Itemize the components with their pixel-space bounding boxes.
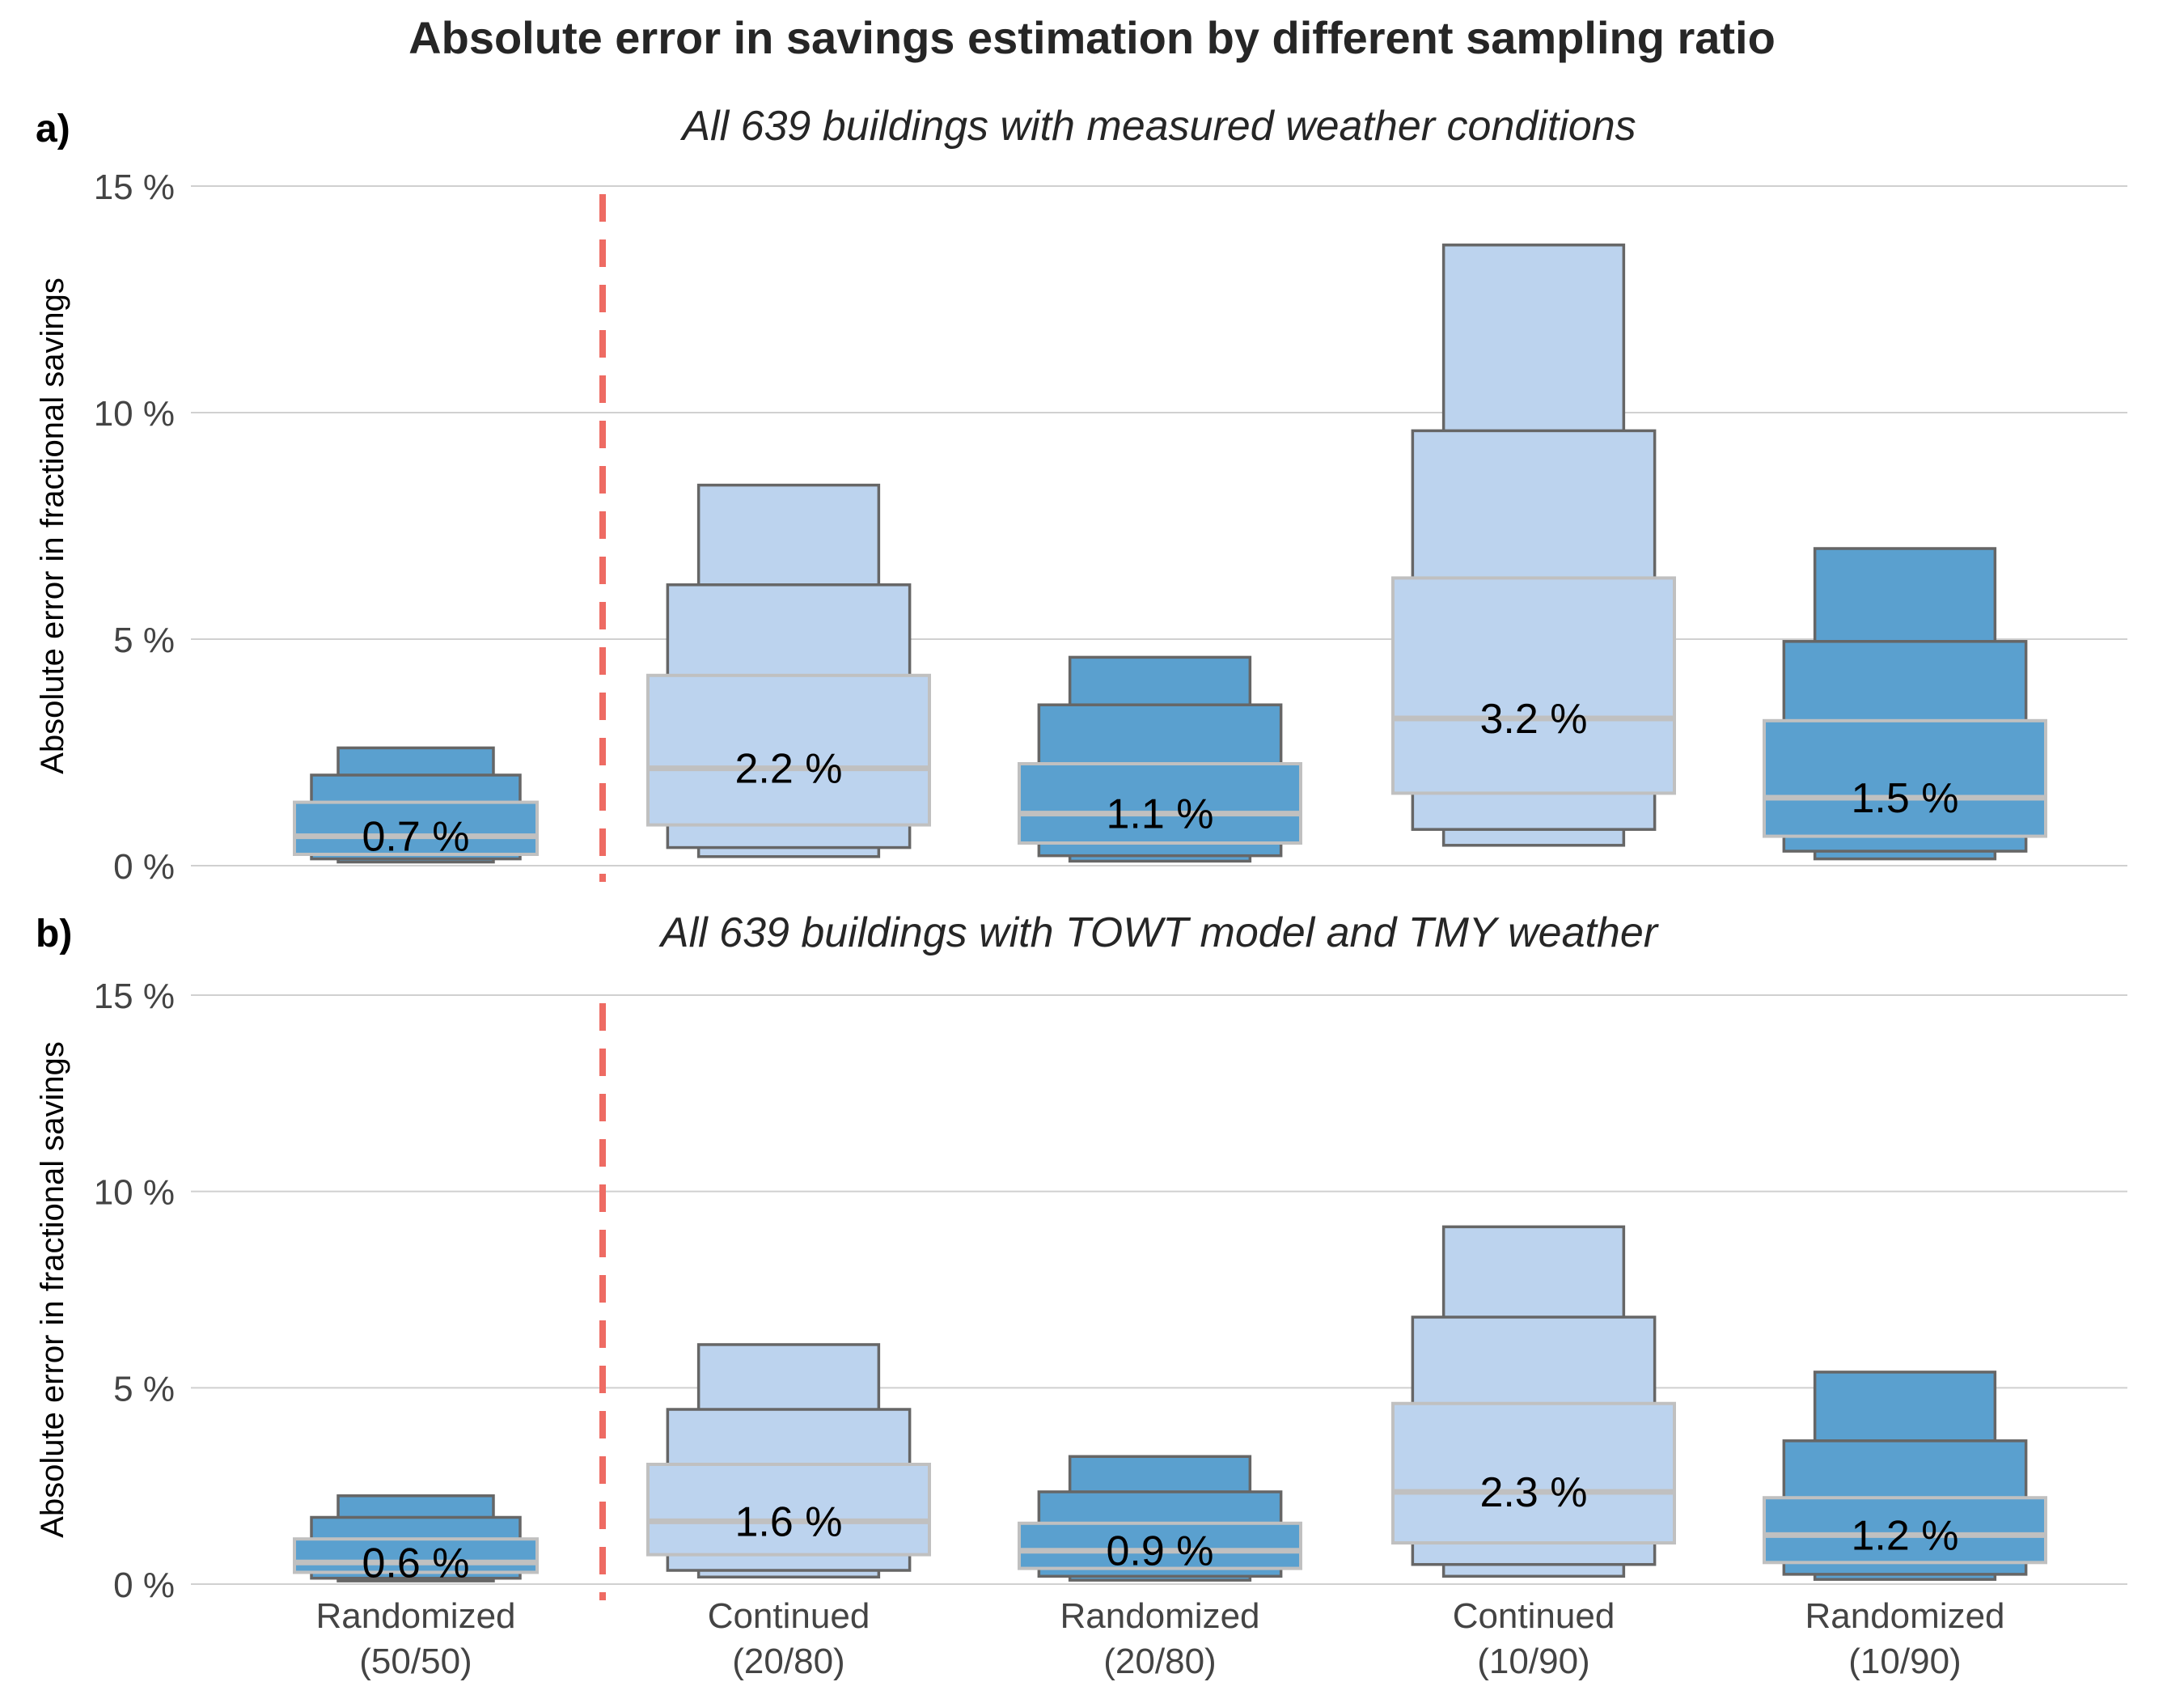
box-level-0 — [1018, 1521, 1302, 1570]
median-label: 0.6 % — [362, 1540, 470, 1587]
x-category-sublabel: (20/80) — [1103, 1642, 1216, 1681]
boxen-4: 1.2 % — [1763, 1371, 2047, 1581]
median-label: 3.2 % — [1480, 696, 1588, 743]
box-level-0 — [293, 1537, 539, 1574]
x-category-label: Randomized — [1805, 1596, 2004, 1636]
box-level-0 — [1018, 762, 1302, 845]
boxen-0: 0.7 % — [293, 746, 539, 864]
panel-subtitle: All 639 buildings with measured weather … — [679, 103, 1636, 150]
median-label: 1.2 % — [1852, 1512, 1959, 1559]
boxen-4: 1.5 % — [1763, 547, 2047, 861]
boxen-2: 1.1 % — [1018, 655, 1302, 863]
y-axis-label: Absolute error in fractional savings — [35, 278, 70, 774]
y-tick-label: 5 % — [113, 621, 175, 660]
median-label: 2.2 % — [735, 746, 843, 793]
panel-label: b) — [36, 913, 72, 955]
y-tick-label: 0 % — [113, 847, 175, 887]
box-level-0 — [646, 673, 931, 827]
y-tick-label: 15 % — [94, 167, 175, 207]
median-label: 2.3 % — [1480, 1469, 1588, 1516]
box-level-0 — [1763, 1496, 2047, 1565]
boxen-1: 2.2 % — [646, 483, 931, 858]
boxen-3: 3.2 % — [1391, 244, 1676, 847]
panels: a) All 639 buildings with measured weathe… — [35, 103, 2127, 1681]
box-level-0 — [1391, 576, 1676, 795]
y-tick-label: 10 % — [94, 394, 175, 434]
x-category-label: Randomized — [315, 1596, 515, 1636]
x-category-sublabel: (50/50) — [359, 1642, 472, 1681]
y-tick-label: 15 % — [94, 977, 175, 1016]
x-category-sublabel: (10/90) — [1848, 1642, 1961, 1681]
x-category-sublabel: (20/80) — [732, 1642, 844, 1681]
y-axis-label: Absolute error in fractional savings — [35, 1041, 70, 1538]
boxen-3: 2.3 % — [1391, 1225, 1676, 1578]
y-tick-label: 5 % — [113, 1369, 175, 1409]
boxen-0: 0.6 % — [293, 1494, 539, 1587]
median-label: 0.9 % — [1107, 1528, 1214, 1575]
x-category-label: Randomized — [1060, 1596, 1259, 1636]
panel-label: a) — [36, 108, 70, 150]
x-category-label: Continued — [1453, 1596, 1615, 1636]
panel-b: b) All 639 buildings with TOWT model and … — [35, 909, 2127, 1681]
box-level-0 — [1763, 718, 2047, 838]
median-label: 1.5 % — [1852, 775, 1959, 822]
box-level-0 — [646, 1462, 931, 1557]
median-label: 1.1 % — [1107, 791, 1214, 838]
box-level-0 — [1391, 1401, 1676, 1545]
boxen-1: 1.6 % — [646, 1343, 931, 1579]
box-level-0 — [293, 800, 539, 856]
median-label: 1.6 % — [735, 1498, 843, 1545]
median-label: 0.7 % — [362, 814, 470, 861]
panel-a: a) All 639 buildings with measured weathe… — [35, 103, 2127, 887]
y-tick-label: 0 % — [113, 1566, 175, 1605]
x-category-sublabel: (10/90) — [1477, 1642, 1589, 1681]
y-tick-label: 10 % — [94, 1173, 175, 1213]
boxen-2: 0.9 % — [1018, 1455, 1302, 1582]
panel-subtitle: All 639 buildings with TOWT model and TM… — [658, 909, 1660, 956]
chart-title: Absolute error in savings estimation by … — [408, 12, 1776, 63]
x-category-label: Continued — [708, 1596, 870, 1636]
